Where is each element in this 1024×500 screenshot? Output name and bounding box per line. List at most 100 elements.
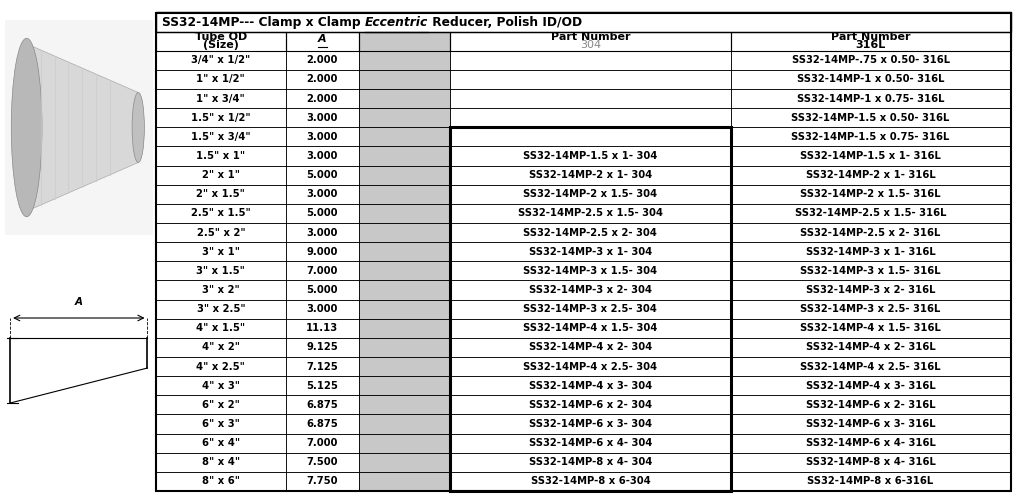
Bar [156, 12, 1011, 32]
Text: SS32-14MP-4 x 2- 316L: SS32-14MP-4 x 2- 316L [806, 342, 936, 352]
Bar [451, 128, 730, 146]
Bar [730, 472, 1011, 491]
Text: 3.000: 3.000 [306, 304, 338, 314]
Text: SS32-14MP-3 x 1.5- 316L: SS32-14MP-3 x 1.5- 316L [801, 266, 941, 276]
Bar [358, 318, 451, 338]
Bar [730, 185, 1011, 204]
Bar [451, 242, 730, 262]
Text: 5.000: 5.000 [306, 170, 338, 180]
Bar [730, 300, 1011, 318]
Text: 7.000: 7.000 [306, 438, 338, 448]
Text: SS32-14MP-8 x 4- 316L: SS32-14MP-8 x 4- 316L [806, 458, 936, 468]
Bar [451, 128, 730, 491]
Bar [156, 146, 286, 166]
Bar [730, 223, 1011, 242]
Text: Part Number: Part Number [551, 32, 630, 42]
Bar [156, 12, 1011, 491]
Bar [730, 357, 1011, 376]
Bar [730, 396, 1011, 414]
Bar [451, 434, 730, 452]
Bar [286, 376, 358, 396]
Bar [730, 146, 1011, 166]
Bar [358, 472, 451, 491]
Bar [451, 204, 730, 223]
Bar [451, 357, 730, 376]
Bar [358, 472, 451, 491]
Text: SS32-14MP-6 x 2- 316L: SS32-14MP-6 x 2- 316L [806, 400, 935, 410]
Bar [286, 318, 358, 338]
Bar [286, 242, 358, 262]
Bar [451, 280, 730, 299]
Bar [451, 452, 730, 472]
Bar [286, 89, 358, 108]
Bar [156, 185, 286, 204]
Text: Tube OD: Tube OD [195, 32, 247, 42]
Bar [286, 338, 358, 357]
Text: SS32-14MP-3 x 2.5- 316L: SS32-14MP-3 x 2.5- 316L [801, 304, 941, 314]
Bar [286, 204, 358, 223]
Text: 2" x 1": 2" x 1" [202, 170, 240, 180]
Bar [730, 89, 1011, 108]
Text: SS32-14MP-6 x 3- 304: SS32-14MP-6 x 3- 304 [528, 419, 652, 429]
Bar [286, 472, 358, 491]
Bar [451, 108, 730, 128]
Bar [286, 146, 358, 166]
Bar [156, 414, 286, 434]
Bar [358, 357, 451, 376]
Bar [730, 434, 1011, 452]
Bar [156, 376, 286, 396]
Text: 3.000: 3.000 [306, 190, 338, 200]
Text: 5.000: 5.000 [306, 285, 338, 295]
Bar [730, 166, 1011, 185]
Text: 6.875: 6.875 [306, 400, 338, 410]
Bar [451, 242, 730, 262]
Text: 2" x 1.5": 2" x 1.5" [197, 190, 246, 200]
Bar [451, 32, 730, 51]
Bar [730, 338, 1011, 357]
Text: Reducer, Polish ID/OD: Reducer, Polish ID/OD [428, 16, 582, 28]
Text: 6" x 3": 6" x 3" [202, 419, 240, 429]
Text: 2.000: 2.000 [306, 74, 338, 85]
Bar [156, 300, 286, 318]
Bar [358, 89, 451, 108]
Bar [730, 338, 1011, 357]
Bar [358, 300, 451, 318]
Bar [451, 338, 730, 357]
Text: 1" x 1/2": 1" x 1/2" [197, 74, 245, 85]
Bar [286, 338, 358, 357]
Text: SS32-14MP-4 x 3- 316L: SS32-14MP-4 x 3- 316L [806, 380, 936, 390]
Bar [358, 146, 451, 166]
Text: 1.5" x 1/2": 1.5" x 1/2" [191, 113, 251, 123]
Text: 3" x 2": 3" x 2" [202, 285, 240, 295]
Bar [730, 223, 1011, 242]
Bar [156, 396, 286, 414]
Bar [358, 376, 451, 396]
Bar [286, 452, 358, 472]
Bar [358, 128, 451, 146]
Text: SS32-14MP-8 x 4- 304: SS32-14MP-8 x 4- 304 [528, 458, 652, 468]
Bar [451, 108, 730, 128]
Bar [286, 414, 358, 434]
Bar [730, 70, 1011, 89]
Bar [730, 204, 1011, 223]
Text: 4" x 2": 4" x 2" [202, 342, 240, 352]
Text: 1.5" x 1": 1.5" x 1" [197, 151, 246, 161]
Bar [358, 108, 451, 128]
Bar [730, 204, 1011, 223]
Bar [156, 166, 286, 185]
Bar [358, 70, 451, 89]
Bar [156, 242, 286, 262]
Bar [358, 376, 451, 396]
Bar [358, 204, 451, 223]
Text: 7.000: 7.000 [306, 266, 338, 276]
Bar [286, 185, 358, 204]
Bar [358, 338, 451, 357]
Bar [286, 166, 358, 185]
Bar [156, 452, 286, 472]
Bar [451, 414, 730, 434]
Bar [730, 32, 1011, 51]
Bar [156, 338, 286, 357]
Polygon shape [24, 42, 138, 212]
Bar [358, 414, 451, 434]
Text: 4" x 2.5": 4" x 2.5" [197, 362, 246, 372]
